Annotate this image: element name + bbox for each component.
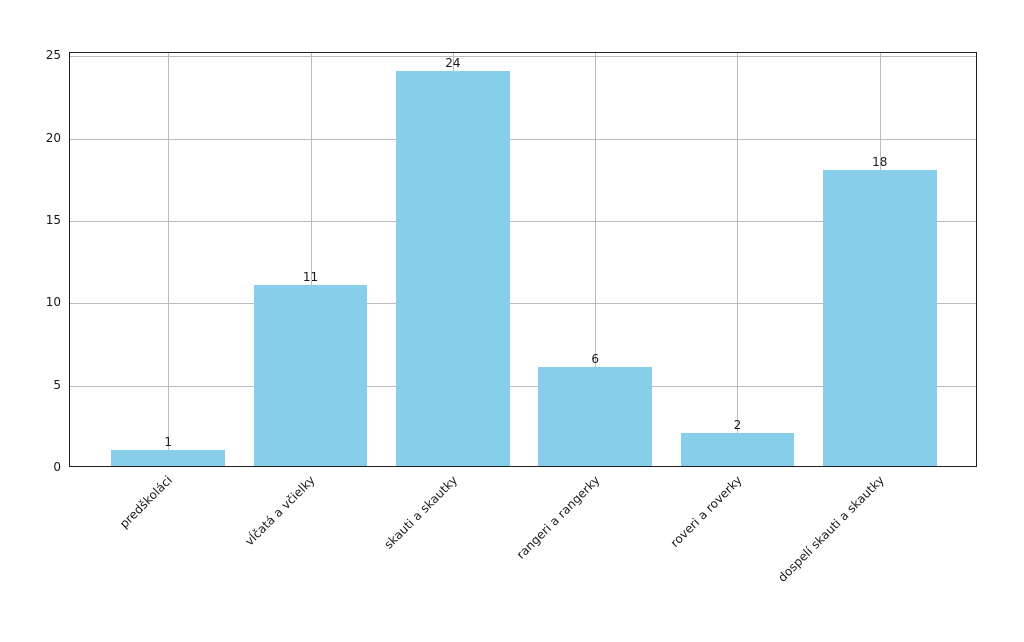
bar-value-label: 1 bbox=[164, 434, 173, 449]
bar bbox=[395, 70, 510, 466]
bar bbox=[111, 449, 226, 466]
x-tick-label: dospelí skauti a skautky bbox=[775, 473, 887, 585]
gridline-vertical bbox=[310, 53, 312, 466]
bar bbox=[680, 433, 795, 466]
bar-value-label: 2 bbox=[733, 418, 742, 433]
y-tick-label: 0 bbox=[53, 460, 61, 474]
y-tick-label: 25 bbox=[45, 48, 61, 63]
x-tick-label: predškoláci bbox=[117, 473, 176, 532]
gridline-vertical bbox=[168, 53, 170, 466]
plot-area: 1 11 24 6 2 18 bbox=[69, 52, 977, 467]
x-tick-label: roveri a roverky bbox=[667, 473, 745, 550]
bar-value-label: 6 bbox=[591, 352, 599, 367]
y-tick-label: 10 bbox=[45, 295, 61, 310]
gridline-vertical bbox=[595, 53, 597, 466]
gridline-horizontal bbox=[70, 303, 976, 305]
gridline-vertical bbox=[737, 53, 739, 466]
bar-value-label: 24 bbox=[445, 55, 461, 70]
x-tick-label: rangeri a rangerky bbox=[513, 473, 603, 562]
bar bbox=[538, 367, 653, 466]
gridline-horizontal bbox=[70, 138, 976, 140]
y-tick-label: 20 bbox=[45, 130, 61, 145]
x-tick-label: skauti a skautky bbox=[381, 473, 460, 552]
y-tick-label: 15 bbox=[45, 212, 61, 227]
gridline-horizontal bbox=[70, 385, 976, 387]
gridline-horizontal bbox=[70, 56, 976, 58]
bar bbox=[822, 169, 937, 466]
y-tick-label: 5 bbox=[53, 377, 61, 392]
gridline-horizontal bbox=[70, 220, 976, 222]
x-tick-label: vĺčatá a včielky bbox=[241, 473, 318, 549]
bar-value-label: 11 bbox=[302, 269, 319, 284]
bar-value-label: 18 bbox=[872, 154, 888, 169]
bar bbox=[253, 284, 368, 466]
